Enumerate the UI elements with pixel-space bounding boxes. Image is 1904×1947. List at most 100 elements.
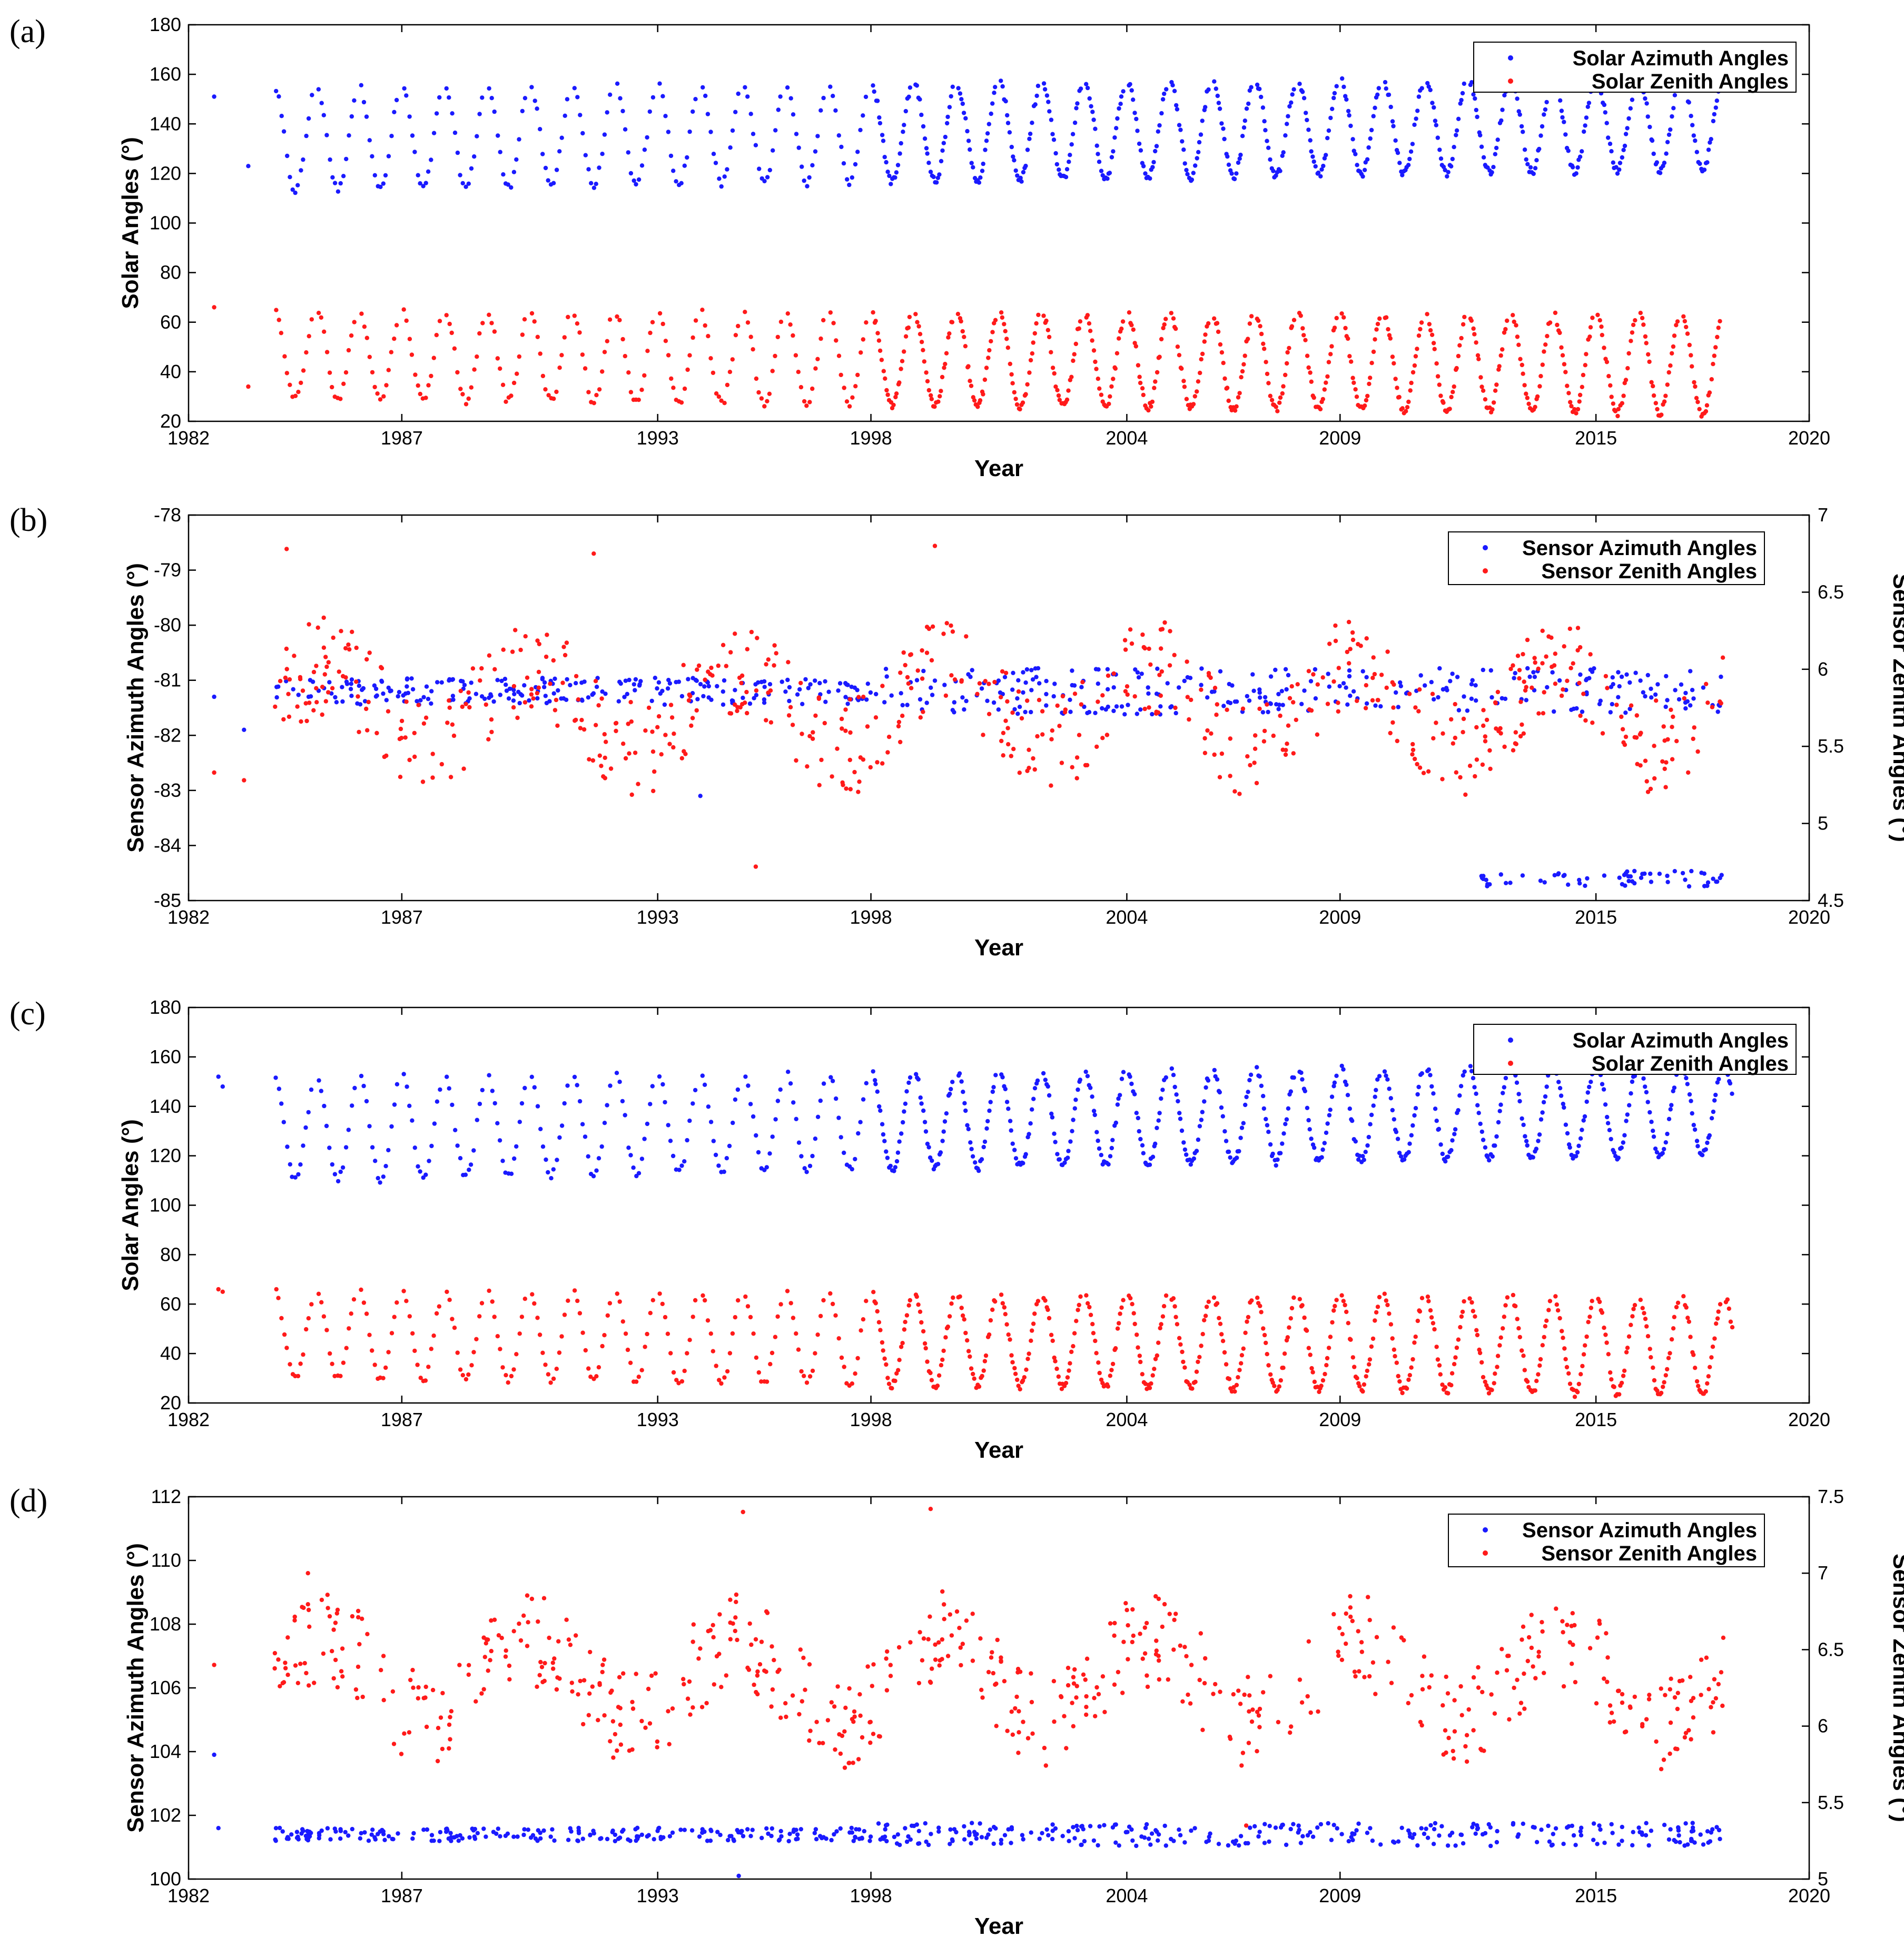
data-point bbox=[1051, 137, 1057, 142]
data-point bbox=[1437, 1833, 1442, 1838]
data-point bbox=[1602, 345, 1606, 350]
data-point bbox=[1373, 337, 1377, 342]
data-point bbox=[306, 1110, 311, 1115]
data-point bbox=[810, 163, 815, 167]
data-point bbox=[1584, 691, 1589, 697]
data-point bbox=[759, 396, 764, 401]
data-point bbox=[1474, 725, 1479, 730]
data-point bbox=[1643, 334, 1648, 339]
data-point bbox=[1090, 1094, 1094, 1099]
data-point bbox=[545, 632, 549, 637]
data-point bbox=[1552, 709, 1556, 714]
data-point bbox=[1257, 1725, 1262, 1729]
data-point bbox=[1326, 1346, 1331, 1350]
data-point bbox=[1412, 1832, 1417, 1837]
data-point bbox=[981, 733, 985, 737]
data-point bbox=[788, 705, 793, 710]
x-tick-label: 2009 bbox=[1319, 427, 1361, 449]
data-point bbox=[1334, 1298, 1339, 1302]
data-point bbox=[296, 693, 301, 697]
data-point bbox=[1217, 1316, 1221, 1320]
data-point bbox=[532, 1085, 537, 1090]
data-point bbox=[1645, 1100, 1650, 1104]
data-point bbox=[357, 729, 361, 735]
data-point bbox=[1196, 1137, 1201, 1142]
data-point bbox=[831, 94, 835, 98]
data-point bbox=[652, 1837, 656, 1842]
data-point bbox=[445, 720, 450, 725]
data-point bbox=[1693, 1366, 1698, 1370]
data-point bbox=[882, 1834, 887, 1839]
data-point bbox=[1682, 696, 1686, 701]
data-point bbox=[324, 350, 330, 354]
data-point bbox=[1015, 173, 1020, 178]
data-point bbox=[1433, 118, 1438, 123]
data-point bbox=[686, 677, 690, 681]
data-point bbox=[1263, 128, 1268, 133]
data-point bbox=[337, 669, 341, 674]
data-point bbox=[1671, 106, 1676, 111]
data-point bbox=[1126, 1623, 1130, 1628]
data-point bbox=[438, 1715, 443, 1720]
data-point bbox=[783, 689, 788, 694]
data-point bbox=[1620, 155, 1624, 160]
data-point bbox=[490, 1089, 495, 1093]
data-point bbox=[890, 1386, 894, 1391]
data-point bbox=[1502, 1085, 1506, 1090]
data-point bbox=[1063, 175, 1069, 180]
data-point bbox=[1111, 377, 1116, 381]
data-point bbox=[544, 700, 549, 706]
data-point bbox=[1195, 389, 1199, 394]
data-point bbox=[876, 1320, 882, 1325]
data-point bbox=[566, 314, 570, 320]
data-point bbox=[899, 141, 903, 146]
data-point bbox=[924, 700, 929, 705]
data-point bbox=[614, 1071, 619, 1075]
data-point bbox=[708, 356, 713, 361]
data-point bbox=[1566, 882, 1571, 887]
data-point bbox=[941, 631, 946, 636]
data-point bbox=[702, 684, 707, 689]
data-point bbox=[1493, 1143, 1497, 1148]
data-point bbox=[1609, 1822, 1614, 1827]
data-point bbox=[657, 1074, 662, 1079]
data-point bbox=[1032, 1086, 1038, 1091]
data-point bbox=[875, 331, 880, 335]
data-point bbox=[431, 355, 436, 360]
data-point bbox=[1370, 1839, 1375, 1843]
data-point bbox=[660, 1082, 665, 1087]
data-point bbox=[327, 370, 332, 375]
data-point bbox=[1147, 646, 1151, 651]
data-point bbox=[1078, 1294, 1083, 1299]
data-point bbox=[1012, 1148, 1017, 1152]
data-point bbox=[804, 1380, 810, 1385]
data-point bbox=[1149, 1381, 1153, 1386]
data-point bbox=[992, 91, 997, 95]
data-point bbox=[1525, 396, 1530, 400]
data-point bbox=[999, 1292, 1004, 1297]
data-point bbox=[797, 687, 802, 692]
data-point bbox=[1161, 325, 1166, 331]
data-point bbox=[1010, 1141, 1015, 1146]
data-point bbox=[466, 396, 471, 401]
data-point bbox=[1202, 1318, 1207, 1322]
data-point bbox=[1018, 1387, 1022, 1392]
data-point bbox=[381, 1376, 386, 1380]
data-point bbox=[1266, 709, 1270, 715]
data-point bbox=[1571, 1642, 1575, 1647]
data-point bbox=[1085, 1074, 1090, 1079]
data-point bbox=[745, 94, 750, 99]
data-point bbox=[1331, 95, 1336, 101]
data-point bbox=[1050, 365, 1055, 370]
data-point bbox=[1438, 156, 1444, 161]
data-point bbox=[1499, 118, 1504, 123]
data-point bbox=[590, 758, 596, 763]
data-point bbox=[559, 135, 564, 140]
data-point bbox=[1489, 695, 1494, 700]
data-point bbox=[1020, 1833, 1025, 1837]
data-point bbox=[951, 1295, 955, 1300]
data-point bbox=[285, 153, 290, 159]
data-point bbox=[1300, 90, 1305, 94]
data-point bbox=[885, 392, 890, 397]
data-point bbox=[1441, 1703, 1445, 1708]
